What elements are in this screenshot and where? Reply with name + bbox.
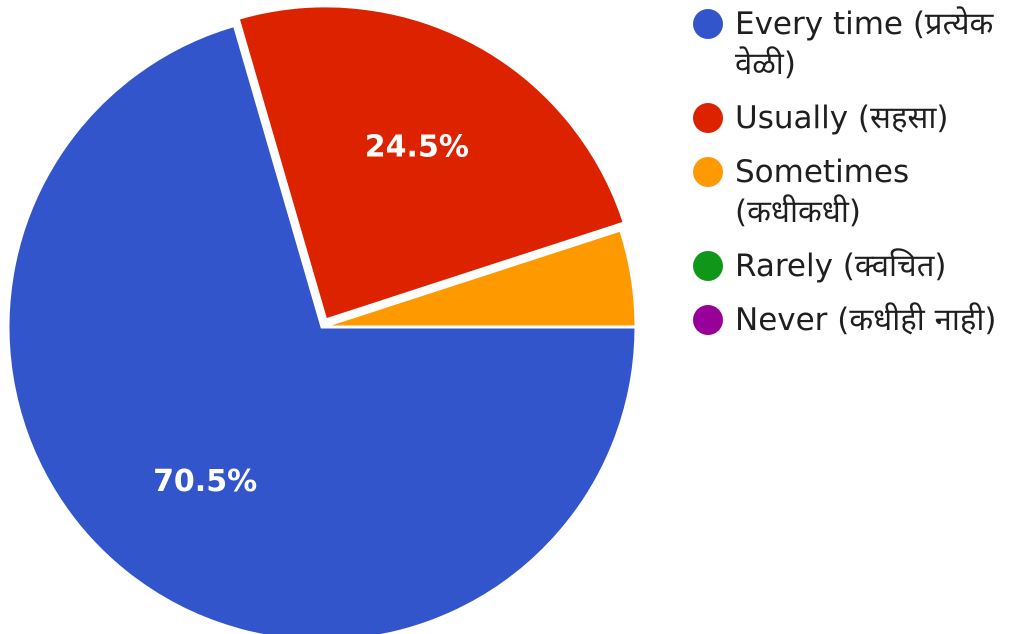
pie-slice-0 bbox=[6, 23, 638, 634]
legend-swatch-icon bbox=[693, 9, 723, 39]
legend-label: Usually (सहसा) bbox=[735, 100, 949, 136]
legend-label: Never (कधीही नाही) bbox=[735, 302, 997, 338]
legend-item-2: Sometimes (कधीकधी) bbox=[693, 152, 1023, 232]
legend-label: Rarely (क्वचित) bbox=[735, 248, 947, 284]
legend-item-3: Rarely (क्वचित) bbox=[693, 246, 1023, 286]
pie-slice-2 bbox=[321, 228, 638, 329]
legend-swatch-icon bbox=[693, 305, 723, 335]
slice-value-label-0: 70.5% bbox=[153, 464, 257, 499]
pie-chart: 70.5% 24.5% bbox=[6, 4, 638, 634]
legend-swatch-icon bbox=[693, 157, 723, 187]
legend-label: Sometimes (कधीकधी) bbox=[735, 154, 910, 230]
legend-item-4: Never (कधीही नाही) bbox=[693, 300, 1023, 340]
pie-slice-1 bbox=[236, 4, 627, 322]
legend-swatch-icon bbox=[693, 103, 723, 133]
legend-item-1: Usually (सहसा) bbox=[693, 98, 1023, 138]
legend-swatch-icon bbox=[693, 251, 723, 281]
chart-legend: Every time (प्रत्येक वेळी) Usually (सहसा)… bbox=[693, 4, 1023, 354]
legend-label: Every time (प्रत्येक वेळी) bbox=[735, 6, 994, 82]
slice-value-label-1: 24.5% bbox=[365, 129, 469, 164]
legend-item-0: Every time (प्रत्येक वेळी) bbox=[693, 4, 1023, 84]
